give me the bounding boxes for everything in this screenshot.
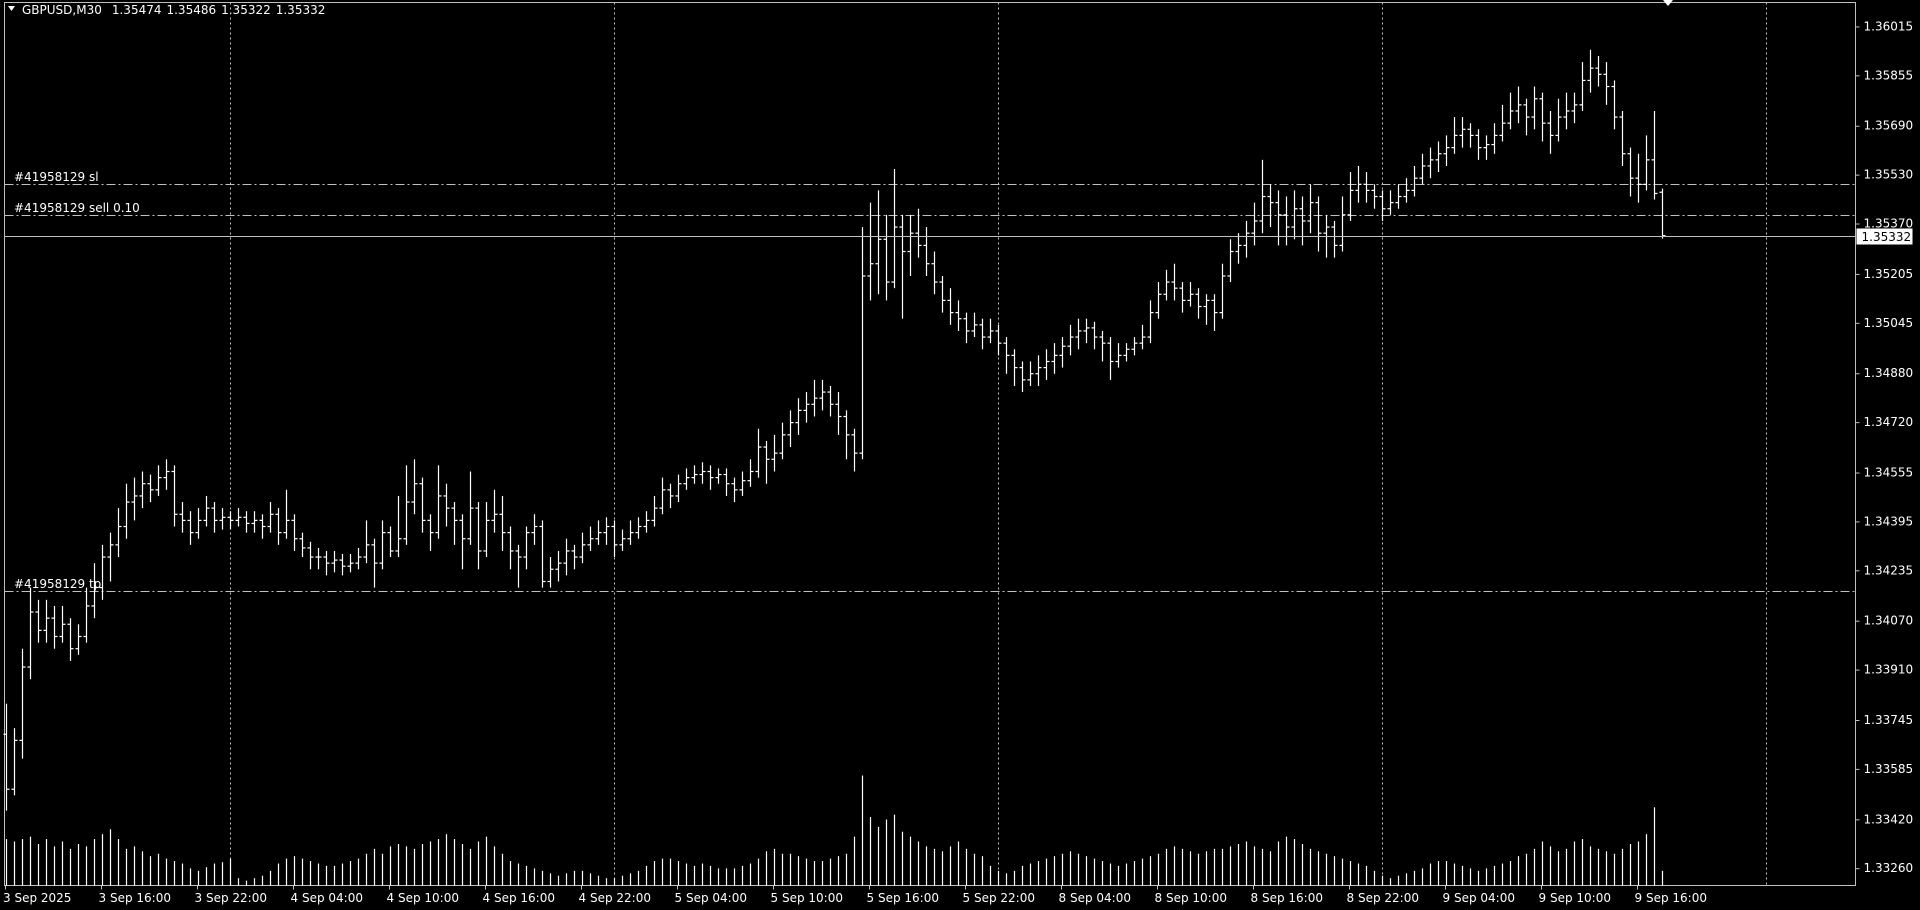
order-label: #41958129 sl [14,170,99,184]
x-tick-label: 4 Sep 16:00 [483,891,555,905]
order-label: #41958129 sell 0.10 [14,201,140,215]
header-low: 1.35322 [221,3,271,17]
y-tick-label: 1.33420 [1864,812,1914,826]
shift-marker[interactable] [1663,0,1673,6]
y-tick-label: 1.34880 [1864,366,1914,380]
header-close: 1.35332 [276,3,326,17]
x-tick-label: 8 Sep 22:00 [1347,891,1419,905]
y-tick-label: 1.35205 [1864,267,1914,281]
x-tick-label: 5 Sep 10:00 [771,891,843,905]
x-tick-label: 4 Sep 22:00 [579,891,651,905]
chart-header: GBPUSD,M30 1.35474 1.35486 1.35322 1.35332 [22,3,325,17]
x-tick-label: 8 Sep 04:00 [1059,891,1131,905]
y-tick-label: 1.33260 [1864,861,1914,875]
y-tick-label: 1.34235 [1864,563,1914,577]
y-tick-label: 1.33910 [1864,663,1914,677]
header-open: 1.35474 [112,3,162,17]
x-tick-label: 3 Sep 22:00 [195,891,267,905]
price-label: 1.35332 [1862,230,1912,244]
y-tick-label: 1.34395 [1864,514,1914,528]
x-tick-label: 5 Sep 22:00 [963,891,1035,905]
x-tick-label: 3 Sep 16:00 [99,891,171,905]
x-tick-label: 4 Sep 10:00 [387,891,459,905]
x-tick-label: 9 Sep 10:00 [1539,891,1611,905]
y-tick-label: 1.35045 [1864,316,1914,330]
y-tick-label: 1.34720 [1864,415,1914,429]
y-tick-label: 1.35690 [1864,119,1914,133]
order-label: #41958129 tp [14,577,101,591]
y-tick-label: 1.35370 [1864,217,1914,231]
collapse-arrow[interactable] [8,6,15,11]
y-tick-label: 1.35530 [1864,168,1914,182]
header-high: 1.35486 [166,3,216,17]
x-tick-label: 5 Sep 16:00 [867,891,939,905]
y-tick-label: 1.36015 [1864,19,1914,33]
x-tick-label: 8 Sep 16:00 [1251,891,1323,905]
x-tick-label: 9 Sep 16:00 [1635,891,1707,905]
y-tick-label: 1.34555 [1864,466,1914,480]
plot-border [4,2,1856,886]
x-tick-label: 5 Sep 04:00 [675,891,747,905]
y-tick-label: 1.34070 [1864,614,1914,628]
y-tick-label: 1.35855 [1864,68,1914,82]
x-tick-label: 8 Sep 10:00 [1155,891,1227,905]
y-tick-label: 1.33745 [1864,713,1914,727]
x-tick-label: 3 Sep 2025 [3,891,71,905]
x-tick-label: 4 Sep 04:00 [291,891,363,905]
price-box [1856,228,1913,245]
x-tick-label: 9 Sep 04:00 [1443,891,1515,905]
symbol: GBPUSD,M30 [22,3,102,17]
y-tick-label: 1.33585 [1864,762,1914,776]
